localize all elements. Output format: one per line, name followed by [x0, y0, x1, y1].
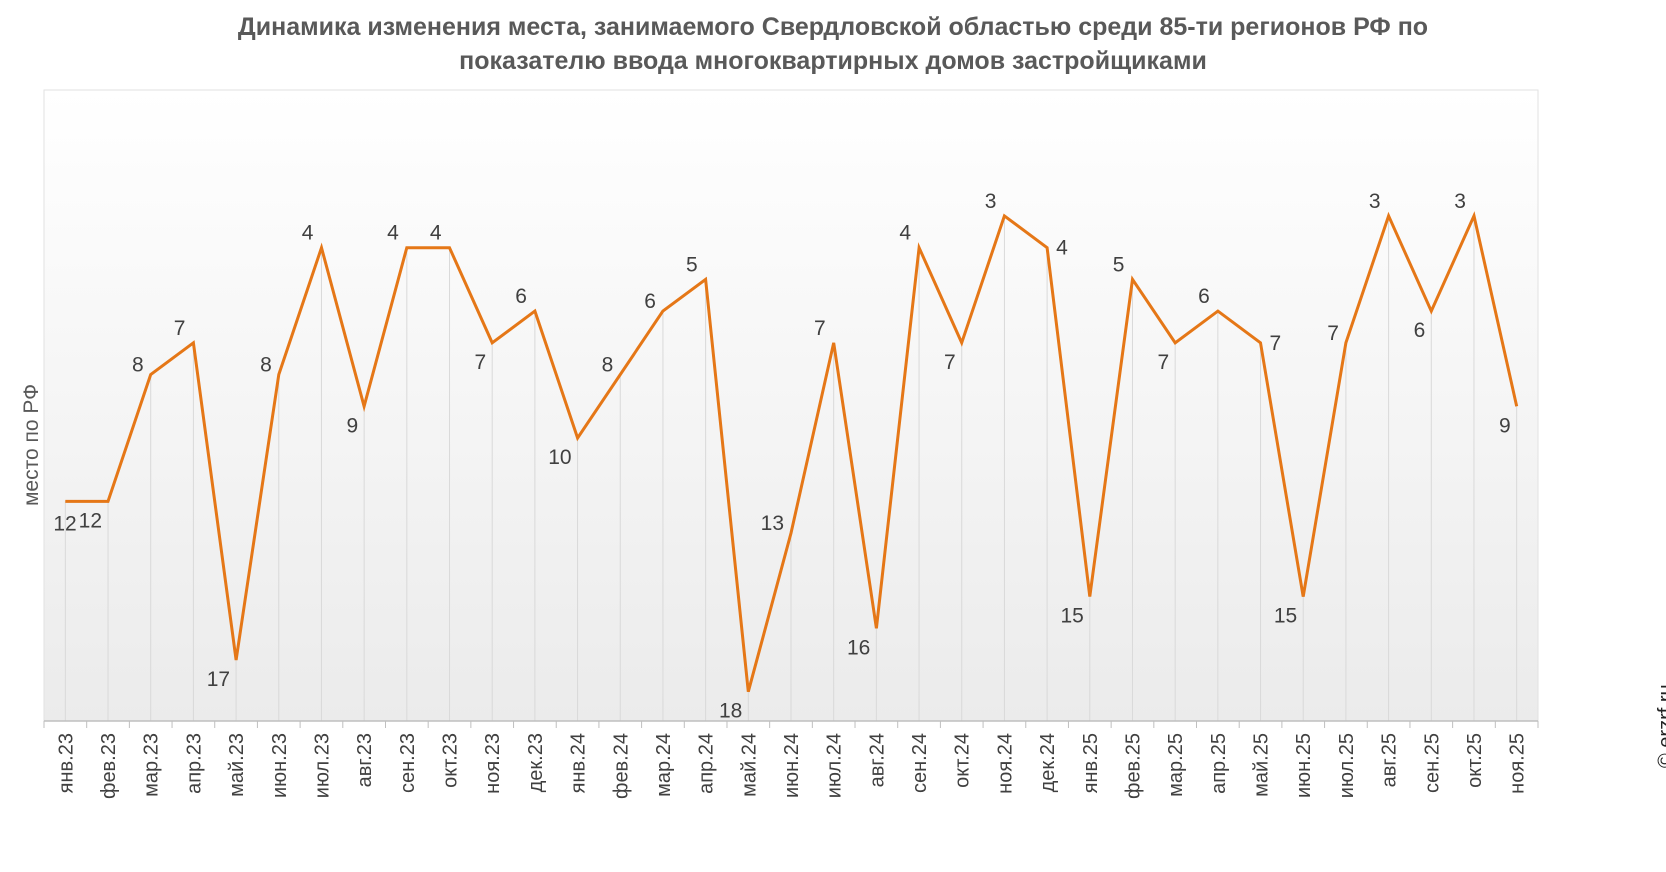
x-tick-label-апр.23: апр.23 [183, 733, 205, 794]
x-tick-label-янв.24: янв.24 [568, 733, 590, 793]
series-line-layer [65, 211, 1519, 693]
x-tick-label-фев.24: фев.24 [610, 733, 632, 799]
data-label-май.25: 7 [1270, 332, 1282, 355]
x-tick-label-авг.25: авг.25 [1379, 733, 1401, 787]
data-label-дек.23: 6 [515, 285, 527, 308]
data-label-янв.24: 10 [548, 446, 571, 469]
x-tick-label-авг.24: авг.24 [866, 733, 888, 787]
data-label-авг.23: 9 [346, 414, 358, 437]
x-tick-label-авг.23: авг.23 [354, 733, 376, 787]
x-tick-label-окт.25: окт.25 [1464, 733, 1486, 788]
x-axis-ticks [43, 721, 1539, 728]
x-tick-label-дек.24: дек.24 [1037, 733, 1059, 792]
data-label-мар.25: 7 [1157, 351, 1169, 374]
data-label-ноя.24: 3 [985, 190, 997, 213]
data-label-сен.24: 4 [899, 222, 911, 245]
chart-title: Динамика изменения места, занимаемого Св… [0, 10, 1666, 78]
data-label-июн.23: 8 [260, 354, 272, 377]
data-label-фев.25: 5 [1113, 253, 1125, 276]
x-tick-label-дек.23: дек.23 [525, 733, 547, 792]
series-line [65, 211, 1519, 693]
x-tick-label-мар.23: мар.23 [141, 733, 163, 797]
data-label-май.23: 17 [207, 668, 230, 691]
x-tick-label-окт.24: окт.24 [952, 733, 974, 788]
x-tick-label-май.24: май.24 [738, 733, 760, 797]
x-tick-label-янв.23: янв.23 [55, 733, 77, 793]
chart-title-line-2: показателю ввода многоквартирных домов з… [459, 47, 1207, 75]
data-label-июн.24: 13 [761, 512, 784, 535]
data-label-апр.24: 5 [686, 253, 698, 276]
x-tick-label-июл.23: июл.23 [311, 733, 333, 798]
data-label-дек.24: 4 [1056, 237, 1068, 260]
data-label-окт.25: 3 [1454, 190, 1466, 213]
x-tick-label-фев.25: фев.25 [1122, 733, 1144, 799]
data-label-ноя.23: 7 [475, 351, 487, 374]
x-tick-label-май.23: май.23 [226, 733, 248, 797]
data-label-июл.25: 7 [1327, 322, 1339, 345]
data-label-мар.24: 6 [644, 290, 656, 313]
data-label-фев.23: 12 [79, 509, 102, 532]
x-tick-label-сен.24: сен.24 [909, 733, 931, 793]
data-label-фев.24: 8 [602, 354, 614, 377]
x-tick-label-июн.24: июн.24 [781, 733, 803, 798]
x-tick-label-ноя.24: ноя.24 [994, 733, 1016, 794]
x-tick-label-мар.24: мар.24 [653, 733, 675, 797]
x-tick-label-янв.25: янв.25 [1080, 733, 1102, 793]
data-label-янв.23: 12 [53, 512, 76, 535]
data-label-май.24: 18 [719, 700, 742, 723]
data-label-янв.25: 15 [1060, 605, 1083, 628]
x-tick-label-июл.24: июл.24 [824, 733, 846, 798]
x-tick-label-ноя.25: ноя.25 [1507, 733, 1529, 794]
x-tick-label-апр.25: апр.25 [1208, 733, 1230, 794]
x-tick-label-ноя.23: ноя.23 [482, 733, 504, 794]
data-label-авг.24: 16 [847, 636, 870, 659]
data-label-апр.23: 7 [174, 317, 186, 340]
grid-lines [64, 215, 1518, 721]
x-tick-label-июл.25: июл.25 [1336, 733, 1358, 798]
x-tick-label-мар.25: мар.25 [1165, 733, 1187, 797]
data-label-мар.23: 8 [132, 354, 144, 377]
data-label-окт.24: 7 [944, 351, 956, 374]
x-axis-tick-labels: янв.23 фев.23 мар.23 апр.23 май.23 июн.23 июл.… [55, 733, 1528, 799]
x-tick-label-май.25: май.25 [1251, 733, 1273, 797]
x-tick-label-июн.25: июн.25 [1293, 733, 1315, 798]
x-tick-label-окт.23: окт.23 [440, 733, 462, 788]
x-tick-label-сен.25: сен.25 [1421, 733, 1443, 793]
data-label-авг.25: 3 [1369, 190, 1381, 213]
data-label-июн.25: 15 [1274, 605, 1297, 628]
x-tick-label-апр.24: апр.24 [696, 733, 718, 794]
data-label-апр.25: 6 [1198, 285, 1210, 308]
x-tick-label-сен.23: сен.23 [397, 733, 419, 793]
data-label-июл.23: 4 [302, 222, 314, 245]
data-label-июл.24: 7 [814, 317, 826, 340]
data-label-сен.25: 6 [1414, 319, 1426, 342]
data-labels: 12 12 8 7 17 8 4 9 4 4 7 6 10 8 6 5 18 13 7 16 4 7 3 4 15 5 7 6 7 15 7… [53, 190, 1510, 723]
data-label-окт.23: 4 [430, 222, 442, 245]
x-tick-label-июн.23: июн.23 [269, 733, 291, 798]
chart-title-line-1: Динамика изменения места, занимаемого Св… [237, 13, 1429, 41]
data-label-сен.23: 4 [387, 222, 399, 245]
data-label-ноя.25: 9 [1499, 414, 1511, 437]
x-tick-label-фев.23: фев.23 [98, 733, 120, 799]
